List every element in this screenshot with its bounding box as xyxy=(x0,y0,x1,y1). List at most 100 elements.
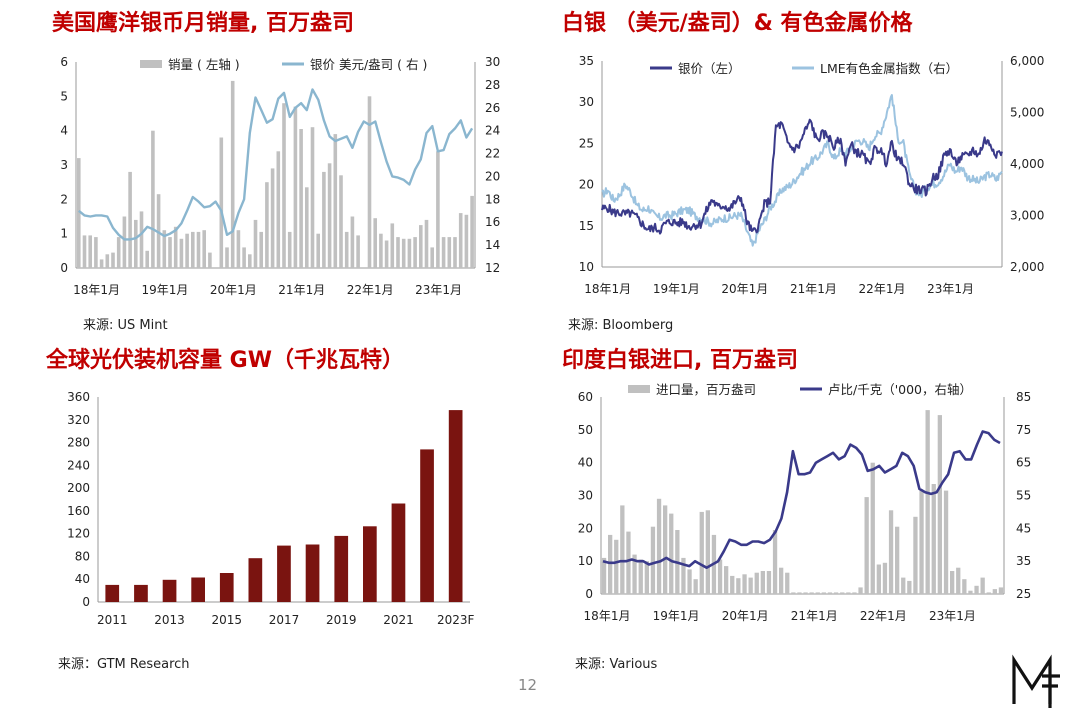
c1-bar xyxy=(99,259,104,268)
c1-right-tick: 28 xyxy=(485,78,500,92)
c4-bar xyxy=(663,505,668,595)
c4-bar xyxy=(907,580,912,594)
c4-bar xyxy=(858,587,863,594)
c1-bar xyxy=(367,96,372,268)
c1-bar xyxy=(242,247,246,268)
c3-bar xyxy=(448,410,463,602)
c4-bar xyxy=(785,572,790,594)
c3-x-tick: 2019 xyxy=(326,613,357,627)
c2-right-tick: 5,000 xyxy=(1010,106,1044,120)
c1-bar xyxy=(202,230,206,268)
chart2-title: 白银 （美元/盎司）& 有色金属价格 xyxy=(562,11,913,36)
c1-bar xyxy=(447,237,452,268)
c4-bar xyxy=(650,526,656,594)
c1-x-tick: 22年1月 xyxy=(347,283,394,297)
c4-bar xyxy=(705,510,710,594)
c1-bar xyxy=(436,151,440,268)
c1-bar xyxy=(390,223,395,268)
c2-lme-line xyxy=(601,94,1003,247)
c3-y-tick: 360 xyxy=(67,390,90,404)
c3-x-tick: 2011 xyxy=(97,613,128,627)
c4-bar xyxy=(760,571,765,594)
c1-right-tick: 20 xyxy=(485,169,500,183)
c1-bar xyxy=(145,250,149,268)
c1-bar xyxy=(333,134,338,268)
c1-bar xyxy=(344,231,349,268)
c4-left-tick: 30 xyxy=(578,489,593,503)
c3-bar xyxy=(277,545,291,602)
c4-bar xyxy=(766,571,772,594)
c2-legend-silver-label: 银价（左） xyxy=(678,61,741,76)
c1-bar xyxy=(458,213,463,268)
c4-x-tick: 23年1月 xyxy=(929,609,976,623)
c1-left-tick: 6 xyxy=(60,55,68,69)
c1-bar xyxy=(356,235,360,268)
c4-bar xyxy=(986,592,991,594)
c2-x-tick: 18年1月 xyxy=(584,282,631,296)
c4-bar xyxy=(876,564,881,594)
chart2-source: 来源: Bloomberg xyxy=(568,318,674,333)
c1-right-tick: 14 xyxy=(485,238,500,252)
c1-bar xyxy=(470,195,474,268)
c1-bar xyxy=(384,240,389,268)
c4-bar xyxy=(809,592,814,594)
c1-left-tick: 3 xyxy=(60,158,68,172)
c4-bar xyxy=(687,569,692,594)
c4-bar xyxy=(754,572,759,594)
c4-bar xyxy=(724,566,729,594)
c1-bar xyxy=(424,219,429,268)
c4-right-tick: 55 xyxy=(1016,489,1031,503)
c4-bar xyxy=(852,592,857,594)
c1-x-tick: 18年1月 xyxy=(73,283,120,297)
c1-bar xyxy=(173,226,178,268)
c4-legend-inr-label: 卢比/千克（'000，右轴） xyxy=(828,382,972,397)
c4-bar xyxy=(736,578,741,594)
c1-x-tick: 20年1月 xyxy=(210,283,257,297)
c1-bar xyxy=(401,238,406,268)
c4-left-tick: 40 xyxy=(578,456,593,470)
c3-y-tick: 80 xyxy=(75,549,90,563)
c4-legend-imports-swatch xyxy=(628,385,650,393)
c4-bar xyxy=(742,574,747,594)
c1-bar xyxy=(379,233,383,268)
c3-y-tick: 160 xyxy=(67,504,90,518)
c4-bar xyxy=(779,567,784,594)
c3-bar xyxy=(219,573,234,602)
c4-x-tick: 22年1月 xyxy=(860,609,907,623)
c3-x-tick: 2015 xyxy=(211,613,242,627)
c2-x-tick: 20年1月 xyxy=(721,282,768,296)
c4-bar xyxy=(882,562,888,594)
c3-x-tick: 2023F xyxy=(437,613,475,627)
c1-bar xyxy=(191,231,195,268)
c1-bar xyxy=(282,103,286,268)
c4-bar xyxy=(968,590,973,594)
chart3-source: 来源：GTM Research xyxy=(58,657,190,672)
c4-bar xyxy=(632,554,637,594)
c2-right-tick: 4,000 xyxy=(1010,157,1044,171)
c1-right-tick: 22 xyxy=(485,147,500,161)
c3-y-tick: 0 xyxy=(82,595,90,609)
c2-left-tick: 10 xyxy=(579,260,594,274)
c4-bar xyxy=(730,575,735,594)
c4-x-tick: 19年1月 xyxy=(653,609,700,623)
c3-y-tick: 280 xyxy=(67,436,90,450)
c2-x-tick: 22年1月 xyxy=(859,282,906,296)
c2-left-tick: 25 xyxy=(579,136,594,150)
c1-bar xyxy=(253,219,258,268)
c3-bar xyxy=(134,584,148,602)
c1-bar xyxy=(128,171,132,268)
chart4-title: 印度白银进口, 百万盎司 xyxy=(562,348,799,373)
c1-bar xyxy=(322,171,326,268)
c4-bar xyxy=(681,557,686,594)
c1-bar xyxy=(179,238,184,268)
c4-bar xyxy=(937,415,942,594)
c4-bar xyxy=(626,531,631,594)
c2-left-tick: 20 xyxy=(579,178,594,192)
c4-bar xyxy=(821,592,826,594)
c3-y-tick: 200 xyxy=(67,481,90,495)
c2-x-tick: 23年1月 xyxy=(927,282,974,296)
c1-bar xyxy=(248,254,252,268)
c1-bar xyxy=(373,218,377,268)
c4-bar xyxy=(815,592,820,594)
c1-bar xyxy=(350,216,355,268)
